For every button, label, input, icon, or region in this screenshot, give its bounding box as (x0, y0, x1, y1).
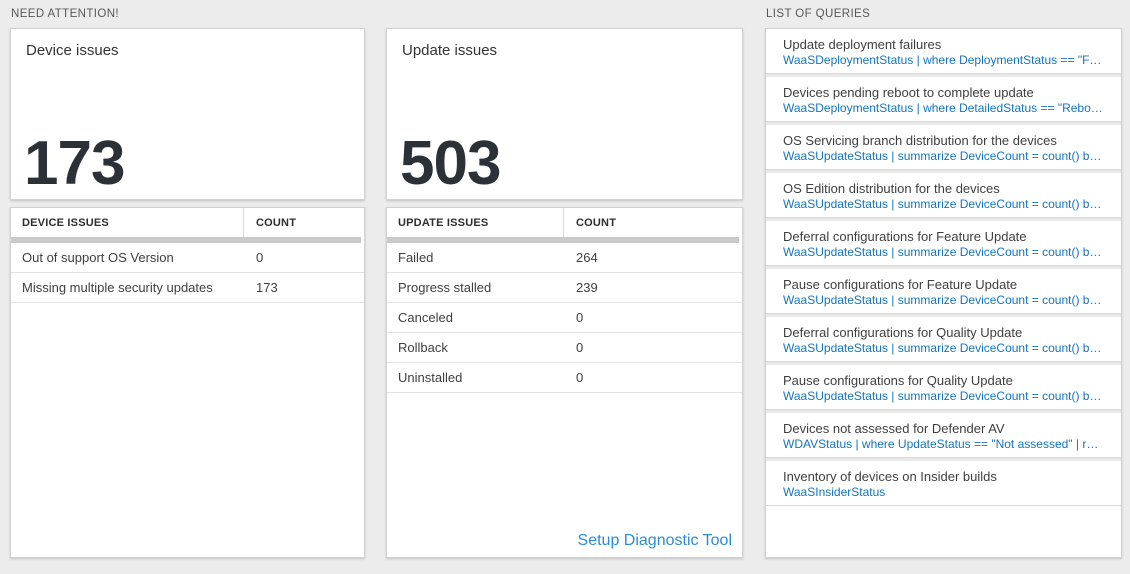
table-header-bar (11, 237, 361, 243)
device-issues-column: NEED ATTENTION! Device issues 173 DEVICE… (10, 6, 365, 558)
table-row[interactable]: Progress stalled 239 (387, 273, 742, 303)
query-item[interactable]: Devices pending reboot to complete updat… (766, 77, 1121, 122)
row-label: Rollback (398, 340, 448, 355)
row-count: 173 (256, 280, 278, 295)
device-issues-table-header: DEVICE ISSUES COUNT (11, 208, 364, 237)
row-label: Uninstalled (398, 370, 463, 385)
query-title: Deferral configurations for Feature Upda… (783, 229, 1027, 244)
row-label: Missing multiple security updates (22, 280, 213, 295)
row-count: 264 (576, 250, 598, 265)
table-row[interactable]: Uninstalled 0 (387, 363, 742, 393)
query-title: OS Servicing branch distribution for the… (783, 133, 1057, 148)
section-header-spacer (386, 6, 743, 28)
queries-column: LIST OF QUERIES Update deployment failur… (765, 6, 1122, 558)
row-label: Canceled (398, 310, 453, 325)
list-of-queries-header: LIST OF QUERIES (766, 8, 871, 20)
column-header-update-issues: UPDATE ISSUES (387, 208, 564, 237)
query-item[interactable]: Inventory of devices on Insider builds W… (766, 461, 1121, 506)
query-item[interactable]: OS Edition distribution for the devices … (766, 173, 1121, 218)
query-item[interactable]: OS Servicing branch distribution for the… (766, 125, 1121, 170)
update-issues-count: 503 (400, 129, 501, 198)
row-count: 0 (256, 250, 264, 265)
update-issues-table-header: UPDATE ISSUES COUNT (387, 208, 742, 237)
query-item[interactable]: Devices not assessed for Defender AV WDA… (766, 413, 1121, 458)
query-code: WaaSUpdateStatus | summarize DeviceCount… (783, 341, 1104, 355)
row-label: Failed (398, 250, 434, 265)
row-count: 239 (576, 280, 598, 295)
update-issues-table: UPDATE ISSUES COUNT Failed 264 Progress … (386, 207, 743, 558)
update-issues-tile[interactable]: Update issues 503 (386, 28, 743, 200)
query-title: Pause configurations for Quality Update (783, 373, 1013, 388)
query-code: WaaSUpdateStatus | summarize DeviceCount… (783, 197, 1104, 211)
query-code: WaaSInsiderStatus (783, 485, 886, 499)
row-label: Out of support OS Version (22, 250, 174, 265)
column-header-device-issues: DEVICE ISSUES (11, 208, 244, 237)
queries-list: Update deployment failures WaaSDeploymen… (765, 28, 1122, 558)
device-issues-count: 173 (24, 129, 125, 198)
column-header-count: COUNT (256, 216, 297, 229)
query-title: OS Edition distribution for the devices (783, 181, 1000, 196)
query-code: WaaSUpdateStatus | summarize DeviceCount… (783, 149, 1104, 163)
query-code: WaaSDeploymentStatus | where DetailedSta… (783, 101, 1104, 115)
row-count: 0 (576, 310, 584, 325)
query-code: WaaSUpdateStatus | summarize DeviceCount… (783, 293, 1104, 307)
query-title: Pause configurations for Feature Update (783, 277, 1018, 292)
query-title: Update deployment failures (783, 37, 942, 52)
row-count: 0 (576, 370, 584, 385)
table-row[interactable]: Rollback 0 (387, 333, 742, 363)
table-header-bar (387, 237, 739, 243)
table-row[interactable]: Out of support OS Version 0 (11, 243, 364, 273)
device-issues-table: DEVICE ISSUES COUNT Out of support OS Ve… (10, 207, 365, 558)
query-title: Deferral configurations for Quality Upda… (783, 325, 1023, 340)
table-row[interactable]: Failed 264 (387, 243, 742, 273)
update-issues-title: Update issues (402, 42, 498, 59)
row-label: Progress stalled (398, 280, 492, 295)
update-issues-column: Update issues 503 UPDATE ISSUES COUNT Fa… (386, 6, 743, 558)
query-code: WaaSDeploymentStatus | where DeploymentS… (783, 53, 1104, 67)
query-item[interactable]: Deferral configurations for Feature Upda… (766, 221, 1121, 266)
query-item[interactable]: Pause configurations for Quality Update … (766, 365, 1121, 410)
query-item[interactable]: Deferral configurations for Quality Upda… (766, 317, 1121, 362)
table-row[interactable]: Canceled 0 (387, 303, 742, 333)
query-title: Devices pending reboot to complete updat… (783, 85, 1034, 100)
query-code: WDAVStatus | where UpdateStatus == "Not … (783, 437, 1104, 451)
row-count: 0 (576, 340, 584, 355)
device-issues-title: Device issues (26, 42, 119, 59)
column-header-count: COUNT (576, 216, 617, 229)
device-issues-tile[interactable]: Device issues 173 (10, 28, 365, 200)
query-title: Devices not assessed for Defender AV (783, 421, 1005, 436)
query-item[interactable]: Update deployment failures WaaSDeploymen… (766, 29, 1121, 74)
query-code: WaaSUpdateStatus | summarize DeviceCount… (783, 245, 1104, 259)
query-code: WaaSUpdateStatus | summarize DeviceCount… (783, 389, 1104, 403)
query-item[interactable]: Pause configurations for Feature Update … (766, 269, 1121, 314)
query-title: Inventory of devices on Insider builds (783, 469, 997, 484)
setup-diagnostic-tool-link[interactable]: Setup Diagnostic Tool (577, 532, 732, 549)
table-row[interactable]: Missing multiple security updates 173 (11, 273, 364, 303)
need-attention-header: NEED ATTENTION! (11, 8, 120, 20)
